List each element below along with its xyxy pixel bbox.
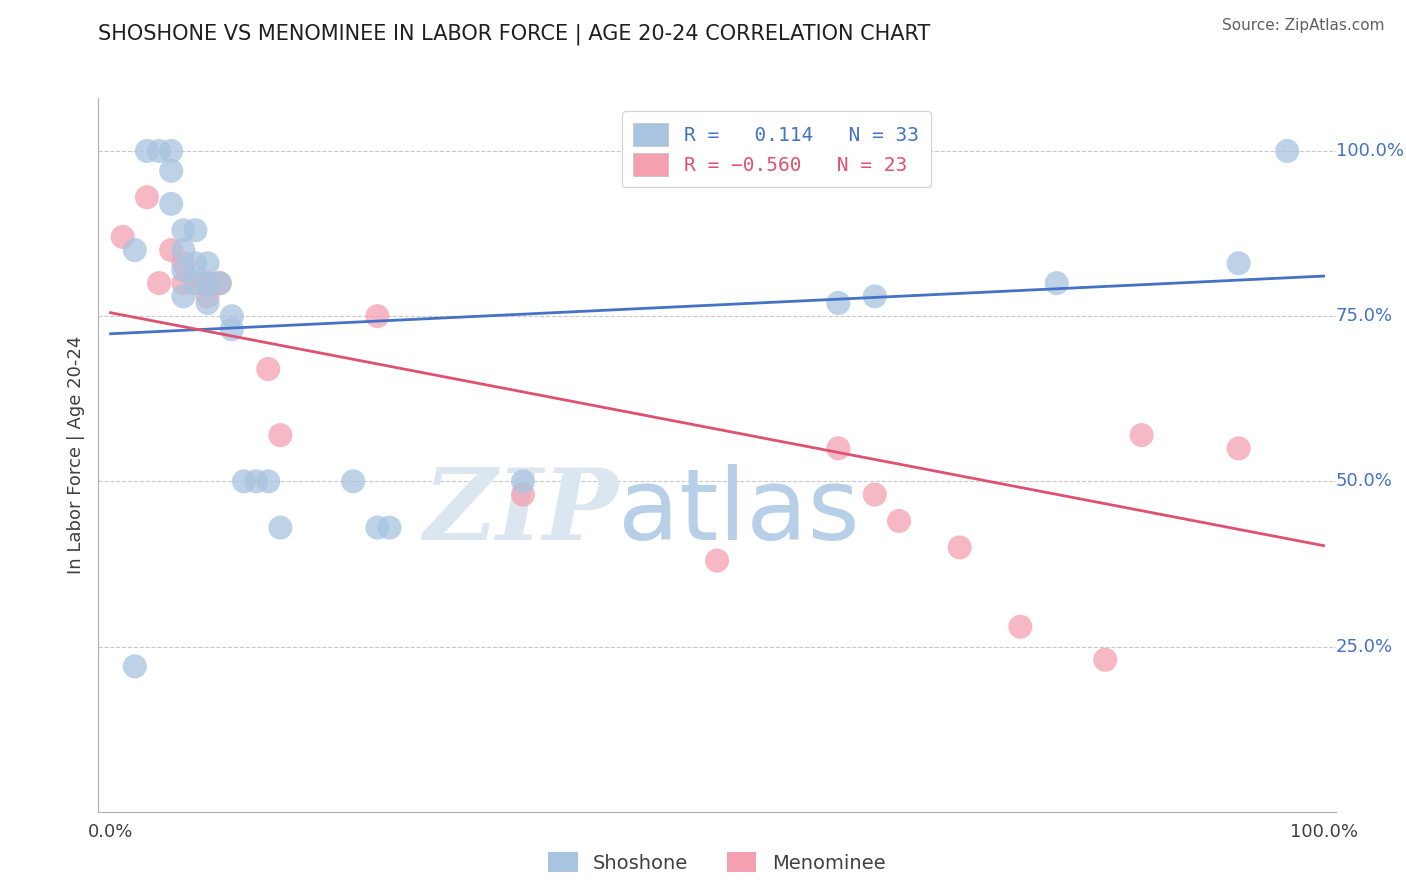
Text: 50.0%: 50.0% [1336,473,1392,491]
Point [136,190,159,204]
Point [184,223,207,237]
Point [208,276,231,290]
Point [124,243,146,257]
Point [949,541,972,555]
Point [1227,442,1250,456]
Point [160,144,183,158]
Point [111,230,134,244]
Point [197,296,219,310]
Point [1010,620,1032,634]
Point [233,475,256,489]
Point [512,475,534,489]
Point [184,276,207,290]
Point [136,144,159,158]
Point [366,520,388,534]
Text: 25.0%: 25.0% [1336,638,1393,656]
Point [172,223,194,237]
Point [863,289,886,303]
Point [887,514,910,528]
Point [257,475,280,489]
Point [197,289,219,303]
Point [172,243,194,257]
Point [221,309,243,323]
Point [342,475,364,489]
Point [221,322,243,336]
Point [172,289,194,303]
Y-axis label: In Labor Force | Age 20-24: In Labor Force | Age 20-24 [66,335,84,574]
Text: atlas: atlas [619,464,859,560]
Point [148,144,170,158]
Point [827,442,849,456]
Point [1046,276,1069,290]
Point [827,296,849,310]
Point [172,256,194,270]
Point [1130,428,1153,442]
Point [172,276,194,290]
Point [863,487,886,501]
Point [512,487,534,501]
Point [184,276,207,290]
Point [124,659,146,673]
Point [706,554,728,568]
Point [269,520,291,534]
Text: 75.0%: 75.0% [1336,307,1393,326]
Text: SHOSHONE VS MENOMINEE IN LABOR FORCE | AGE 20-24 CORRELATION CHART: SHOSHONE VS MENOMINEE IN LABOR FORCE | A… [98,23,931,45]
Point [269,428,291,442]
Text: ZIP: ZIP [423,464,619,560]
Point [257,362,280,376]
Point [184,256,207,270]
Point [245,475,267,489]
Point [366,309,388,323]
Point [197,276,219,290]
Point [1275,144,1298,158]
Text: 100.0%: 100.0% [1336,142,1403,160]
Point [172,263,194,277]
Point [148,276,170,290]
Point [160,197,183,211]
Point [197,256,219,270]
Text: Source: ZipAtlas.com: Source: ZipAtlas.com [1222,18,1385,33]
Point [1227,256,1250,270]
Point [378,520,401,534]
Point [1094,653,1116,667]
Point [160,243,183,257]
Point [160,163,183,178]
Point [197,276,219,290]
Point [208,276,231,290]
Legend: Shoshone, Menominee: Shoshone, Menominee [541,845,893,880]
